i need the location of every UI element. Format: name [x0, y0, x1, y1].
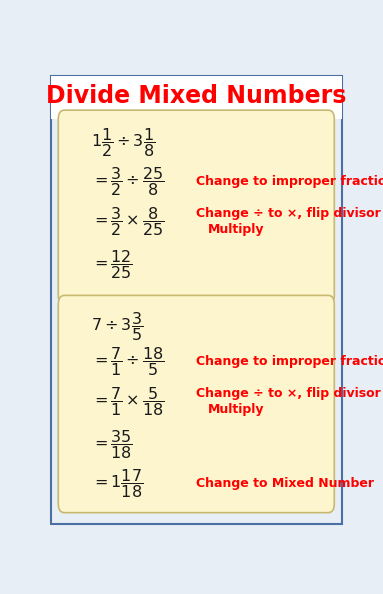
FancyBboxPatch shape [58, 295, 334, 513]
Text: $= \dfrac{35}{18}$: $= \dfrac{35}{18}$ [91, 428, 133, 460]
Text: Multiply: Multiply [208, 223, 265, 236]
Text: $= 1\dfrac{17}{18}$: $= 1\dfrac{17}{18}$ [91, 467, 143, 500]
Text: Divide Mixed Numbers: Divide Mixed Numbers [46, 84, 347, 108]
Text: $= \dfrac{7}{1} \div \dfrac{18}{5}$: $= \dfrac{7}{1} \div \dfrac{18}{5}$ [91, 345, 165, 378]
Text: Change to improper fractions: Change to improper fractions [196, 355, 383, 368]
Text: $= \dfrac{7}{1} \times \dfrac{5}{18}$: $= \dfrac{7}{1} \times \dfrac{5}{18}$ [91, 385, 165, 418]
Text: Change to improper fractions: Change to improper fractions [196, 175, 383, 188]
Text: $= \dfrac{12}{25}$: $= \dfrac{12}{25}$ [91, 248, 133, 281]
Text: Change ÷ to ×, flip divisor: Change ÷ to ×, flip divisor [196, 387, 381, 400]
Text: $7 \div 3\dfrac{3}{5}$: $7 \div 3\dfrac{3}{5}$ [91, 309, 143, 343]
Text: Change ÷ to ×, flip divisor: Change ÷ to ×, flip divisor [196, 207, 381, 220]
Text: Multiply: Multiply [208, 403, 265, 416]
Bar [51, 76, 342, 119]
FancyBboxPatch shape [58, 110, 334, 305]
Text: $= \dfrac{3}{2} \times \dfrac{8}{25}$: $= \dfrac{3}{2} \times \dfrac{8}{25}$ [91, 205, 165, 238]
Text: Change to Mixed Number: Change to Mixed Number [196, 478, 374, 490]
Text: $1\dfrac{1}{2} \div 3\dfrac{1}{8}$: $1\dfrac{1}{2} \div 3\dfrac{1}{8}$ [91, 126, 155, 159]
Text: $= \dfrac{3}{2} \div \dfrac{25}{8}$: $= \dfrac{3}{2} \div \dfrac{25}{8}$ [91, 165, 165, 198]
